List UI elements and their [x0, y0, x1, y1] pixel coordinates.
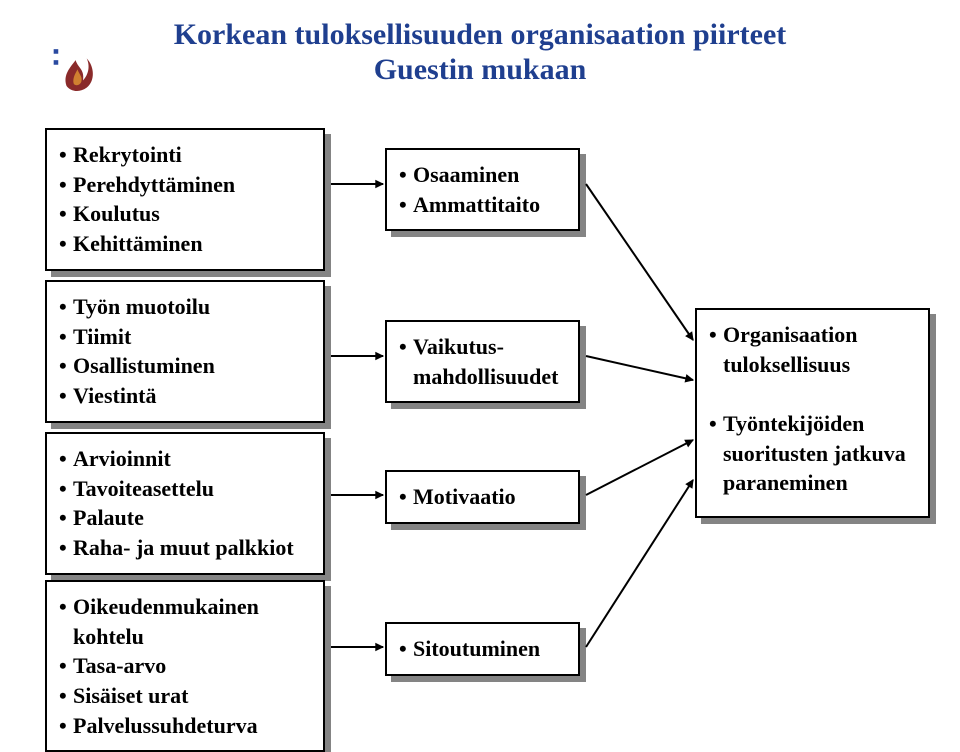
bullet-icon: • [399, 332, 413, 391]
bullet-icon: • [59, 681, 73, 711]
list-item-label: Palvelussuhdeturva [73, 711, 258, 741]
list-item: • Raha- ja muut palkkiot [59, 533, 311, 563]
list-item-label: Työntekijöiden suoritusten jatkuva paran… [723, 409, 916, 498]
list-item: • Oikeudenmukainen kohtelu [59, 592, 311, 651]
bullet-icon: • [399, 190, 413, 220]
bullet-icon: • [709, 320, 723, 379]
list-item-label: Palaute [73, 503, 144, 533]
bullet-icon: • [59, 351, 73, 381]
list-item: • Palaute [59, 503, 311, 533]
inputs-fairness: • Oikeudenmukainen kohtelu• Tasa-arvo• S… [45, 580, 325, 752]
inputs-workdesign: • Työn muotoilu• Tiimit• Osallistuminen•… [45, 280, 325, 423]
list-item-label: Ammattitaito [413, 190, 540, 220]
arrow-left-mid-0 [327, 178, 391, 190]
bullet-icon: • [59, 711, 73, 741]
list-item: • Kehittäminen [59, 229, 311, 259]
bullet-icon: • [59, 140, 73, 170]
list-item: • Koulutus [59, 199, 311, 229]
list-item: • Motivaatio [399, 482, 566, 512]
list-item: • Rekrytointi [59, 140, 311, 170]
bullet-icon: • [709, 409, 723, 498]
bullet-icon: • [59, 651, 73, 681]
bullet-icon: • [59, 170, 73, 200]
outcomes: • Organisaation tuloksellisuus • Työntek… [695, 308, 930, 518]
arrow-left-mid-3 [327, 641, 391, 653]
list-item: • Sisäiset urat [59, 681, 311, 711]
list-item: • Perehdyttäminen [59, 170, 311, 200]
list-item-label: Sisäiset urat [73, 681, 189, 711]
bullet-icon: • [59, 322, 73, 352]
list-item: • Tavoiteasettelu [59, 474, 311, 504]
bullet-icon: • [59, 229, 73, 259]
arrow-mid-right-0 [582, 178, 701, 346]
list-item-label: Perehdyttäminen [73, 170, 235, 200]
list-item-label: Työn muotoilu [73, 292, 210, 322]
bullet-icon: • [399, 634, 413, 664]
list-item-label: Arvioinnit [73, 444, 171, 474]
inputs-training: • Rekrytointi• Perehdyttäminen• Koulutus… [45, 128, 325, 271]
list-item-label: Sitoutuminen [413, 634, 540, 664]
list-item: • Sitoutuminen [399, 634, 566, 664]
mid-commitment: • Sitoutuminen [385, 622, 580, 676]
list-item: • Tiimit [59, 322, 311, 352]
list-item: • Palvelussuhdeturva [59, 711, 311, 741]
list-item-label: Raha- ja muut palkkiot [73, 533, 294, 563]
bullet-icon: • [399, 160, 413, 190]
list-item-label: Kehittäminen [73, 229, 203, 259]
list-item: • Arvioinnit [59, 444, 311, 474]
list-item-label: Osaaminen [413, 160, 519, 190]
mid-motivation: • Motivaatio [385, 470, 580, 524]
arrow-mid-right-1 [582, 350, 701, 386]
bullet-icon: • [59, 533, 73, 563]
list-item-label: Oikeudenmukainen kohtelu [73, 592, 311, 651]
bullet-icon: • [59, 292, 73, 322]
list-item: • Tasa-arvo [59, 651, 311, 681]
list-item-label: Organisaation tuloksellisuus [723, 320, 916, 379]
list-item: • Vaikutus-mahdollisuudet [399, 332, 566, 391]
list-item: • Työntekijöiden suoritusten jatkuva par… [709, 409, 916, 498]
list-item-label: Rekrytointi [73, 140, 182, 170]
inputs-appraisal: • Arvioinnit• Tavoiteasettelu• Palaute• … [45, 432, 325, 575]
list-item: • Viestintä [59, 381, 311, 411]
list-item-label: Koulutus [73, 199, 160, 229]
flame-icon [50, 40, 105, 95]
arrow-left-mid-1 [327, 350, 391, 362]
list-item-label: Viestintä [73, 381, 157, 411]
bullet-icon: • [59, 503, 73, 533]
bullet-icon: • [399, 482, 413, 512]
list-item-label: Tavoiteasettelu [73, 474, 214, 504]
list-item: • Työn muotoilu [59, 292, 311, 322]
bullet-icon: • [59, 199, 73, 229]
list-item [709, 379, 916, 409]
mid-competence: • Osaaminen• Ammattitaito [385, 148, 580, 231]
page-title-line1: Korkean tuloksellisuuden organisaation p… [0, 18, 960, 53]
list-item: • Ammattitaito [399, 190, 566, 220]
list-item: • Osaaminen [399, 160, 566, 190]
mid-influence: • Vaikutus-mahdollisuudet [385, 320, 580, 403]
bullet-icon: • [59, 444, 73, 474]
list-item: • Organisaation tuloksellisuus [709, 320, 916, 379]
list-item-label: Motivaatio [413, 482, 516, 512]
list-item: • Osallistuminen [59, 351, 311, 381]
bullet-icon: • [59, 592, 73, 651]
list-item-label: Tasa-arvo [73, 651, 166, 681]
arrow-mid-right-3 [582, 474, 701, 653]
list-item-label: Vaikutus-mahdollisuudet [413, 332, 566, 391]
page-title-line2: Guestin mukaan [0, 53, 960, 88]
arrow-left-mid-2 [327, 489, 391, 501]
list-item-label: Tiimit [73, 322, 131, 352]
bullet-icon: • [59, 474, 73, 504]
list-item-label: Osallistuminen [73, 351, 215, 381]
bullet-icon: • [59, 381, 73, 411]
